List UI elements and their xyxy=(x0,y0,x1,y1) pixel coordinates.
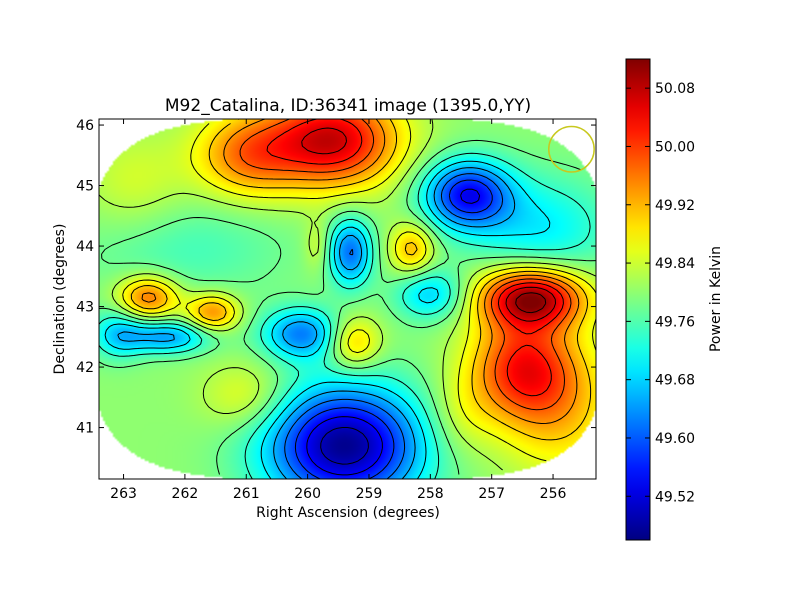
colorbar-tick-label: 49.68 xyxy=(655,373,695,389)
x-tick-label: 258 xyxy=(417,486,444,502)
x-tick-label: 260 xyxy=(294,486,321,502)
contour-level xyxy=(266,119,564,397)
contour-level xyxy=(239,119,572,411)
y-tick-label: 45 xyxy=(76,179,94,195)
contour-level xyxy=(284,173,504,479)
contour-level xyxy=(122,119,596,462)
colorbar-tick-label: 49.60 xyxy=(655,431,695,447)
contour-level xyxy=(515,292,547,314)
colorbar-tick-label: 50.00 xyxy=(655,139,695,155)
x-axis-label: Right Ascension (degrees) xyxy=(256,505,440,521)
x-tick-label: 256 xyxy=(540,486,567,502)
contour-level xyxy=(320,427,369,465)
contour-lines xyxy=(99,119,596,479)
contour-level xyxy=(301,127,556,322)
colorbar-tick-label: 49.84 xyxy=(655,256,695,272)
x-tick-label: 259 xyxy=(356,486,383,502)
x-axis-ticks: 263 262 261 260 259 258 257 256 xyxy=(110,119,566,502)
heatmap-image xyxy=(99,119,596,479)
y-tick-label: 46 xyxy=(76,118,94,134)
x-tick-label: 262 xyxy=(172,486,199,502)
x-tick-label: 263 xyxy=(110,486,137,502)
contour-level xyxy=(294,179,493,479)
colorbar-label: Power in Kelvin xyxy=(708,246,724,352)
colorbar-tick-label: 50.08 xyxy=(655,81,695,97)
y-axis-label: Declination (degrees) xyxy=(52,224,68,375)
beam-marker xyxy=(548,125,595,173)
contour-level xyxy=(117,167,516,479)
colorbar-tick-label: 49.52 xyxy=(655,489,695,505)
y-axis-ticks: 41 42 43 44 45 46 xyxy=(76,118,596,437)
contour-level xyxy=(99,139,596,475)
colorbar-gradient xyxy=(625,58,651,541)
colorbar: 49.52 49.60 49.68 49.76 49.84 49.92 50.00 50.08… xyxy=(625,58,724,541)
colorbar-tick-label: 49.76 xyxy=(655,314,695,330)
colorbar-ticks: 49.52 49.60 49.68 49.76 49.84 49.92 50.00 50.08 xyxy=(626,81,695,505)
y-tick-label: 44 xyxy=(76,239,94,255)
x-tick-label: 261 xyxy=(233,486,260,502)
contour-level xyxy=(99,152,591,479)
y-tick-label: 42 xyxy=(76,360,94,376)
x-tick-label: 257 xyxy=(478,486,505,502)
colorbar-tick-label: 49.92 xyxy=(655,198,695,214)
contour-level xyxy=(104,160,551,479)
contour-level xyxy=(306,188,481,476)
y-tick-label: 41 xyxy=(76,421,94,437)
contour-level xyxy=(141,119,580,424)
plot-frame xyxy=(98,118,597,480)
y-tick-label: 43 xyxy=(76,300,94,316)
chart-title: M92_Catalina, ID:36341 image (1395.0,YY) xyxy=(165,96,531,116)
